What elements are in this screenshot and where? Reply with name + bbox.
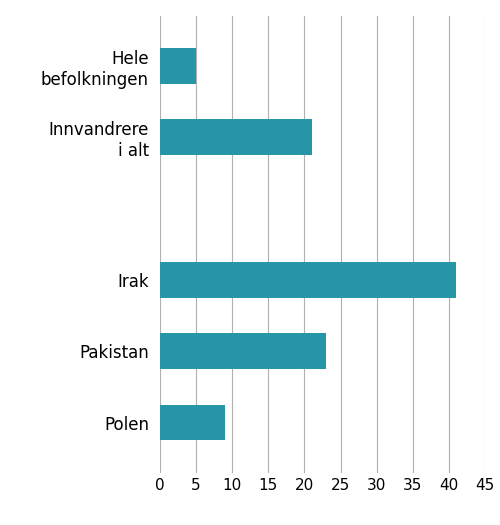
Bar [160, 405, 225, 440]
Bar [160, 119, 312, 155]
Bar [160, 262, 456, 298]
Bar [160, 48, 196, 83]
Bar [160, 333, 326, 369]
